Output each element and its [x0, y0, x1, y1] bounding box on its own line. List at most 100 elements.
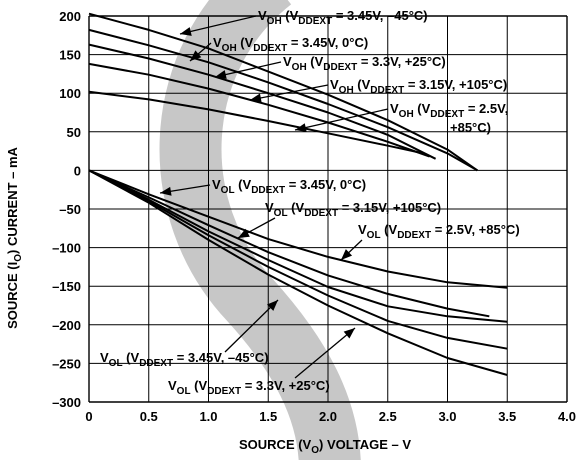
annotation-text-part: V — [330, 77, 339, 92]
annotation-text-part: OH — [339, 85, 354, 96]
annotation-label: VOL (VDDEXT = 3.3V, +25°C) — [168, 378, 330, 397]
annotation-arrowhead — [250, 93, 262, 103]
annotation-text-part: = 3.45V, –45°C) — [173, 350, 268, 365]
annotation-text-part: V — [258, 8, 267, 23]
annotation-text-part: V — [358, 222, 367, 237]
annotation-text-part: (V — [381, 222, 398, 237]
annotation-text-part: DDEXT — [397, 230, 431, 241]
y-tick-label: 150 — [59, 48, 81, 63]
y-tick-label: –250 — [52, 356, 81, 371]
watermark-stroke — [159, 0, 361, 460]
annotation-text-part: OH — [399, 109, 414, 120]
annotation-text-part: V — [213, 35, 222, 50]
x-tick-label: 2.0 — [319, 409, 337, 424]
series-line-1 — [88, 12, 478, 172]
annotation-text-part: DDEXT — [430, 109, 464, 120]
annotation-text-part: DDEXT — [251, 185, 285, 196]
x-tick-label: 0.5 — [140, 409, 158, 424]
annotation-text-part: = 3.15V, +105°C) — [338, 200, 441, 215]
y-tick-label: 0 — [74, 163, 81, 178]
y-tick-label: –150 — [52, 279, 81, 294]
x-tick-label: 3.5 — [498, 409, 516, 424]
annotation-text-part: V — [390, 101, 399, 116]
annotation-text-part: (V — [307, 54, 324, 69]
annotation-text-part: OL — [221, 185, 235, 196]
y-tick-label: 50 — [67, 125, 81, 140]
annotation-label: VOH (VDDEXT = 2.5V, — [390, 101, 508, 120]
annotation-text-part: DDEXT — [370, 85, 404, 96]
x-tick-label: 1.5 — [259, 409, 277, 424]
series-line-5 — [88, 90, 424, 155]
annotation-arrowhead — [215, 70, 227, 79]
x-axis-label: SOURCE (VO) VOLTAGE – V — [239, 437, 411, 456]
tick-labels: 0 0.5 1.0 1.5 2.0 2.5 3.0 3.5 4.0 200 150 100 50 0 –50… — [52, 9, 576, 424]
series-line-6 — [88, 169, 508, 376]
annotation-label: VOH (VDDEXT = 3.45V, 0°C) — [213, 35, 368, 54]
annotation-text-part: V — [168, 378, 177, 393]
annotation-label: VOH (VDDEXT = 3.45V, –45°C) — [258, 8, 428, 27]
annotation-arrowhead — [190, 50, 202, 61]
annotation-text-part: (V — [123, 350, 140, 365]
annotation-text-part: OH — [222, 43, 237, 54]
y-tick-label: –300 — [52, 395, 81, 410]
annotation-text-part: DDEXT — [298, 16, 332, 27]
series-line-8 — [88, 169, 508, 323]
series-lines — [88, 12, 508, 376]
annotation-text-part: (V — [237, 35, 254, 50]
annotation-text-part: = 3.45V, –45°C) — [332, 8, 427, 23]
annotation-text-part: = 3.3V, +25°C) — [357, 54, 446, 69]
annotation-leader — [294, 108, 389, 131]
x-tick-label: 0 — [85, 409, 92, 424]
annotation-label-line2: +85°C) — [450, 120, 491, 135]
y-tick-label: 200 — [59, 9, 81, 24]
annotation-text-part: OL — [109, 358, 123, 369]
annotations: VOH (VDDEXT = 3.45V, –45°C)VOH (VDDEXT =… — [100, 8, 520, 397]
y-tick-label: –100 — [52, 241, 81, 256]
annotation-text-part: DDEXT — [323, 62, 357, 73]
annotation-text-part: V — [212, 177, 221, 192]
annotation-label: VOL (VDDEXT = 2.5V, +85°C) — [358, 222, 520, 241]
series-line-2 — [88, 28, 478, 172]
y-axis-label: SOURCE (IO) CURRENT – mA — [5, 146, 24, 328]
annotation-text-part: OH — [267, 16, 282, 27]
annotation-arrowhead — [160, 186, 172, 196]
annotation-text-part: DDEXT — [253, 43, 287, 54]
annotation-text-part: DDEXT — [139, 358, 173, 369]
annotation-label: VOL (VDDEXT = 3.15V, +105°C) — [265, 200, 441, 219]
series-line-10 — [88, 169, 508, 289]
annotation-text-part: (V — [191, 378, 208, 393]
annotation-text-part: = 2.5V, +85°C) — [431, 222, 520, 237]
annotation-text-part: DDEXT — [304, 208, 338, 219]
x-tick-label: 2.5 — [379, 409, 397, 424]
annotation-leader — [179, 15, 257, 35]
series-line-4 — [88, 62, 430, 158]
annotation-text-part: DDEXT — [207, 386, 241, 397]
x-tick-label: 1.0 — [199, 409, 217, 424]
annotation-arrowhead — [295, 123, 307, 132]
series-line-3 — [88, 43, 437, 160]
x-tick-label: 3.0 — [438, 409, 456, 424]
y-tick-label: –50 — [59, 202, 81, 217]
annotation-text-part: = 3.45V, 0°C) — [287, 35, 368, 50]
annotation-text-part: (V — [282, 8, 299, 23]
annotation-arrowhead — [341, 249, 353, 260]
annotation-text-part: V — [283, 54, 292, 69]
annotation-text-part: = 3.3V, +25°C) — [241, 378, 330, 393]
annotation-arrowhead — [238, 228, 250, 238]
y-tick-label: –200 — [52, 318, 81, 333]
annotation-text-part: (V — [235, 177, 252, 192]
annotation-leader — [249, 84, 329, 101]
annotation-text-part: V — [100, 350, 109, 365]
annotation-text-part: (V — [288, 200, 305, 215]
annotation-label: VOL (VDDEXT = 3.45V, 0°C) — [212, 177, 366, 196]
annotation-leader — [214, 61, 282, 78]
annotation-text-part: OL — [274, 208, 288, 219]
annotation-text-part: = 3.45V, 0°C) — [285, 177, 366, 192]
annotation-text-part: OL — [367, 230, 381, 241]
series-line-7 — [88, 169, 508, 350]
annotation-label: VOL (VDDEXT = 3.45V, –45°C) — [100, 350, 269, 369]
annotation-leader — [294, 327, 356, 379]
annotation-arrowhead — [343, 328, 355, 339]
annotation-text-part: = 2.5V, — [464, 101, 508, 116]
